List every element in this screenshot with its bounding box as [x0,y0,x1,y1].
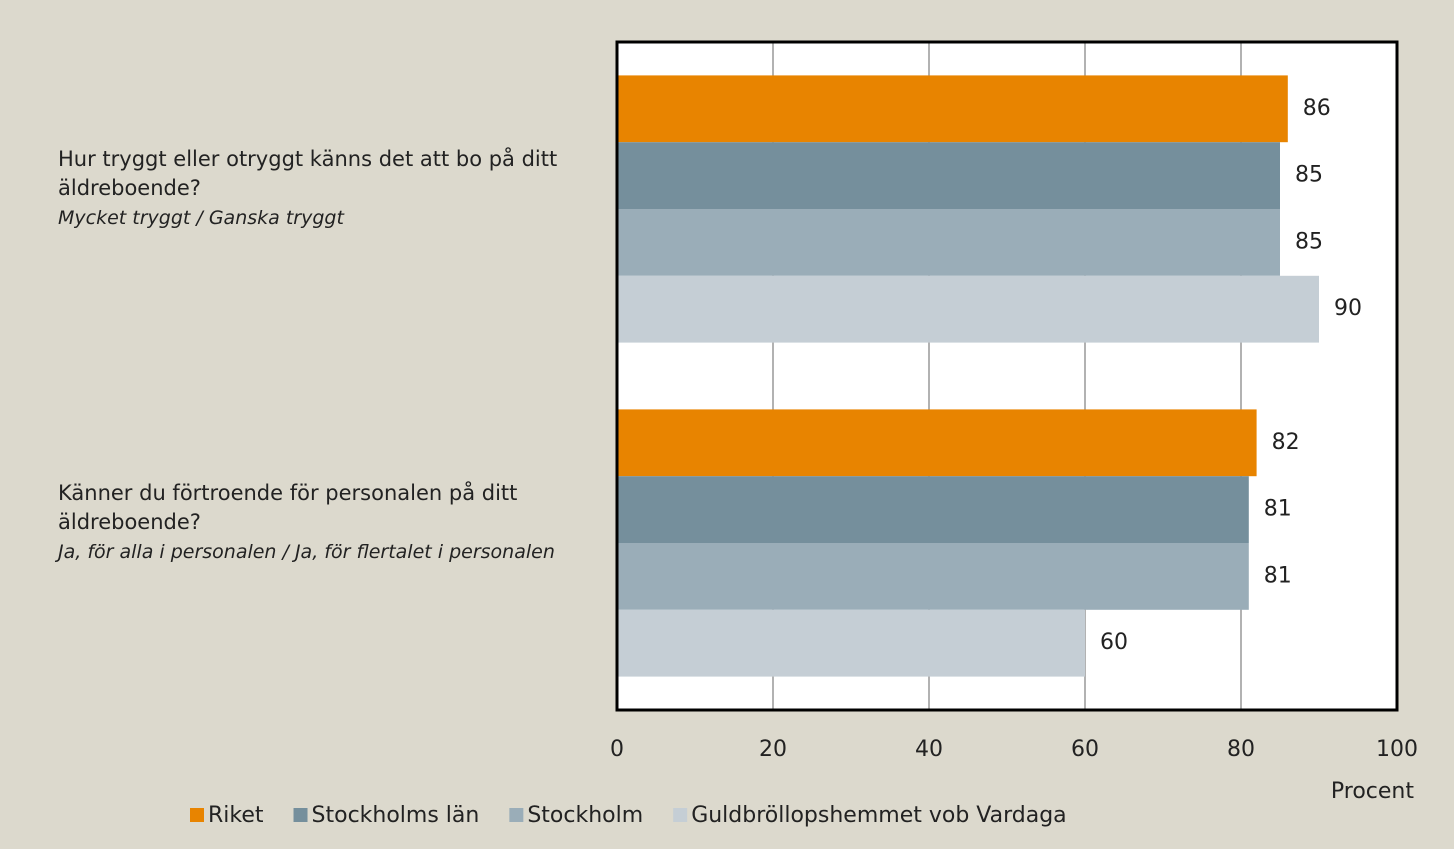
x-tick-label: 40 [915,737,943,762]
legend-label: Riket [208,803,264,828]
x-tick-label: 20 [759,737,787,762]
category-label: Hur tryggt eller otryggt känns det att b… [58,145,603,233]
question: Hur tryggt eller otryggt känns det att b… [58,147,558,200]
answer-subtitle: Mycket tryggt / Ganska tryggt [58,207,344,229]
data-label: 90 [1334,296,1362,321]
bar [617,275,1319,343]
bar [617,609,1085,677]
x-axis-label: Procent [1331,779,1414,804]
question: Känner du förtroende för personalen på d… [58,481,518,534]
data-label: 85 [1295,229,1323,254]
legend-label: Guldbröllopshemmet vob Vardaga [691,803,1066,828]
bar [617,75,1288,143]
legend-swatch [509,808,524,822]
bar [617,543,1249,610]
data-label: 60 [1100,630,1128,655]
bar [617,209,1280,276]
legend-swatch [673,808,688,822]
data-label: 86 [1303,96,1331,121]
legend-label: Stockholms län [312,803,480,828]
data-label: 81 [1264,497,1292,522]
x-tick-label: 100 [1376,737,1418,762]
legend-swatch [293,808,308,822]
data-label: 85 [1295,163,1323,188]
bar [617,409,1257,477]
x-tick-label: 80 [1227,737,1255,762]
category-label: Känner du förtroende för personalen på d… [58,479,603,567]
bar [617,476,1249,543]
plot-frame [615,40,1399,712]
data-label: 82 [1272,430,1300,455]
x-tick-label: 0 [610,737,624,762]
data-label: 81 [1264,563,1292,588]
legend-label: Stockholm [527,803,643,828]
legend-swatch [190,808,204,822]
answer-subtitle: Ja, för alla i personalen / Ja, för fler… [58,541,555,563]
x-tick-label: 60 [1071,737,1099,762]
bar [617,142,1280,209]
